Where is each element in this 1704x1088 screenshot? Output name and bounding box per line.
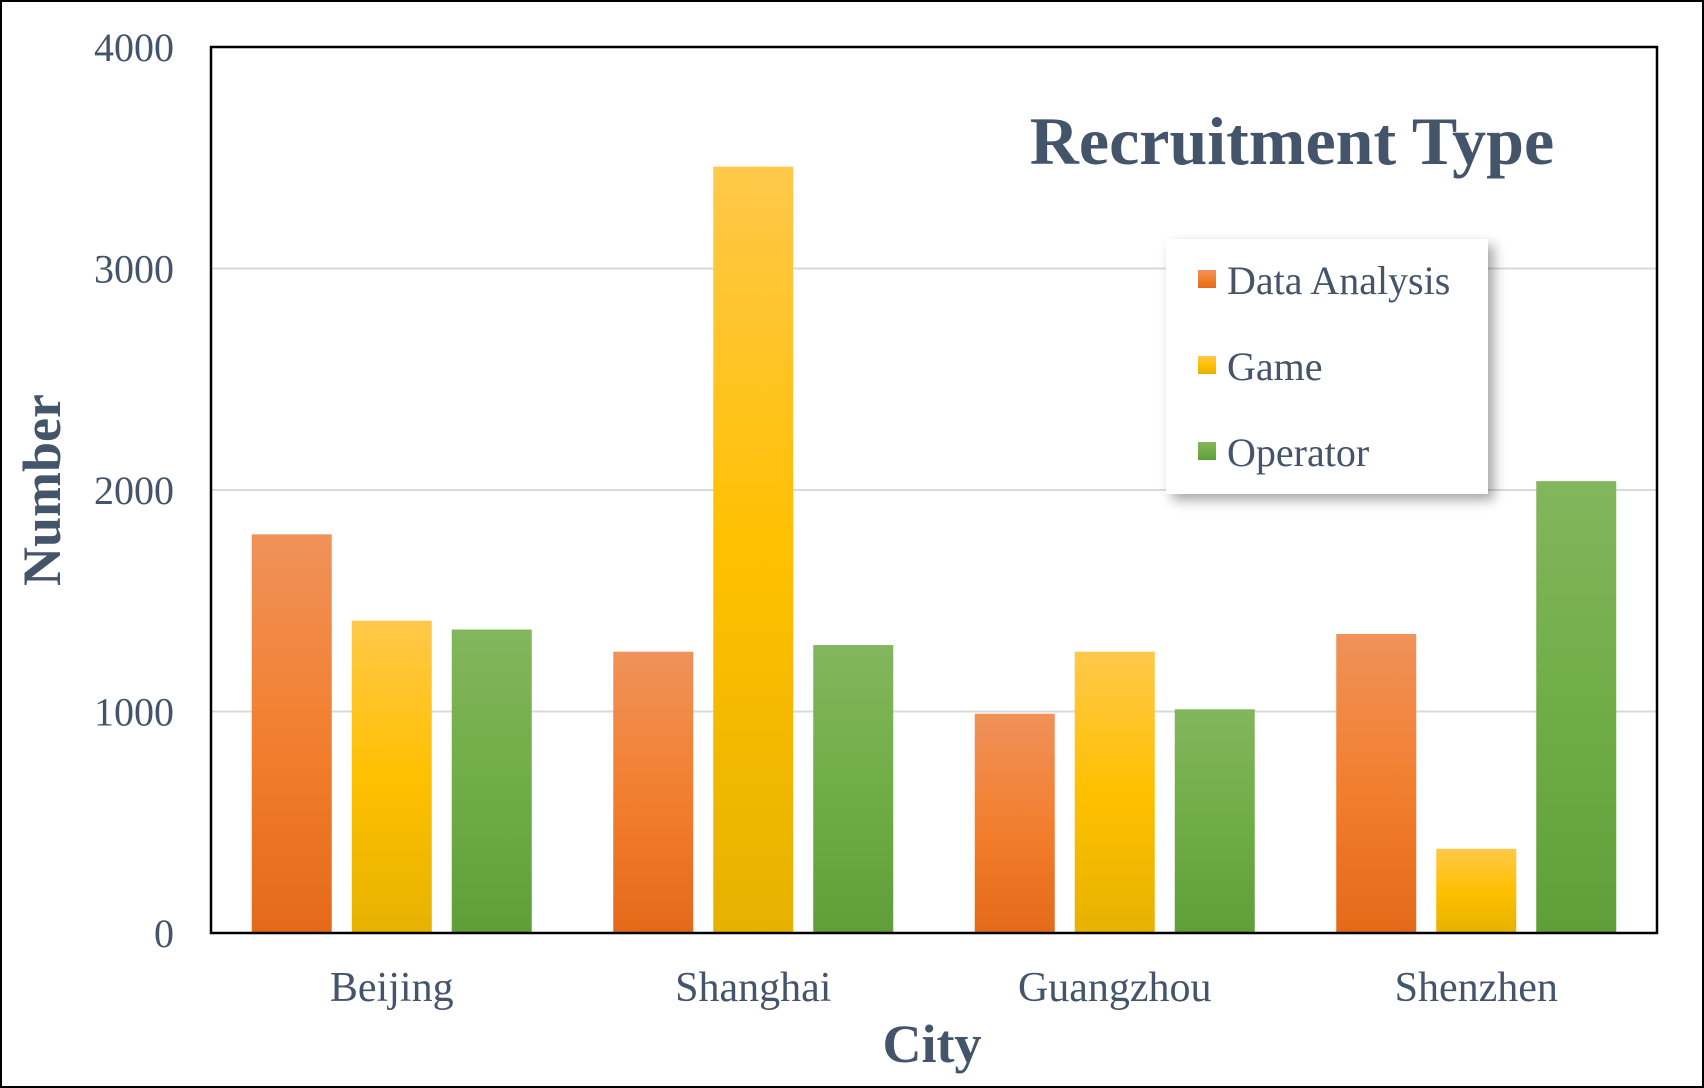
bar-shenzhen-data-analysis	[1336, 633, 1417, 933]
bar-guangzhou-data-analysis	[974, 713, 1055, 933]
x-category-label: Guangzhou	[1018, 965, 1212, 1011]
y-tick-label: 0	[154, 911, 174, 956]
legend-swatch	[1198, 270, 1216, 288]
x-category-labels: Beijing Shanghai Guangzhou Shenzhen	[330, 965, 1558, 1011]
y-tick-label: 2000	[94, 468, 174, 513]
x-category-label: Beijing	[330, 965, 454, 1011]
bar-beijing-data-analysis	[251, 534, 332, 933]
x-axis-title: City	[883, 1014, 982, 1074]
bar-guangzhou-game	[1074, 651, 1155, 933]
legend-label: Data Analysis	[1227, 258, 1450, 303]
bars	[251, 166, 1617, 934]
bar-shenzhen-game	[1436, 848, 1517, 933]
y-axis-title: Number	[12, 394, 72, 586]
bar-shanghai-game	[713, 166, 794, 934]
legend-box	[1166, 239, 1488, 494]
legend-swatch	[1198, 356, 1216, 374]
y-tick-label: 4000	[94, 25, 174, 70]
y-tick-label: 3000	[94, 247, 174, 292]
legend-label: Game	[1227, 344, 1323, 389]
bar-shenzhen-operator	[1536, 481, 1617, 933]
bar-shanghai-operator	[813, 645, 894, 933]
y-tick-labels: 0 1000 2000 3000 4000	[94, 25, 174, 956]
chart-title: Recruitment Type	[1030, 103, 1554, 179]
x-category-label: Shanghai	[675, 965, 831, 1011]
bar-shanghai-data-analysis	[613, 651, 694, 933]
bar-guangzhou-operator	[1174, 709, 1255, 933]
plot-area-border	[209, 45, 1659, 935]
bar-beijing-game	[351, 620, 432, 933]
y-tick-label: 1000	[94, 690, 174, 735]
legend-swatch	[1198, 442, 1216, 460]
x-category-label: Shenzhen	[1395, 965, 1558, 1011]
legend: Data Analysis Game Operator	[1166, 239, 1488, 494]
legend-label: Operator	[1227, 430, 1369, 475]
bar-beijing-operator	[451, 629, 532, 933]
